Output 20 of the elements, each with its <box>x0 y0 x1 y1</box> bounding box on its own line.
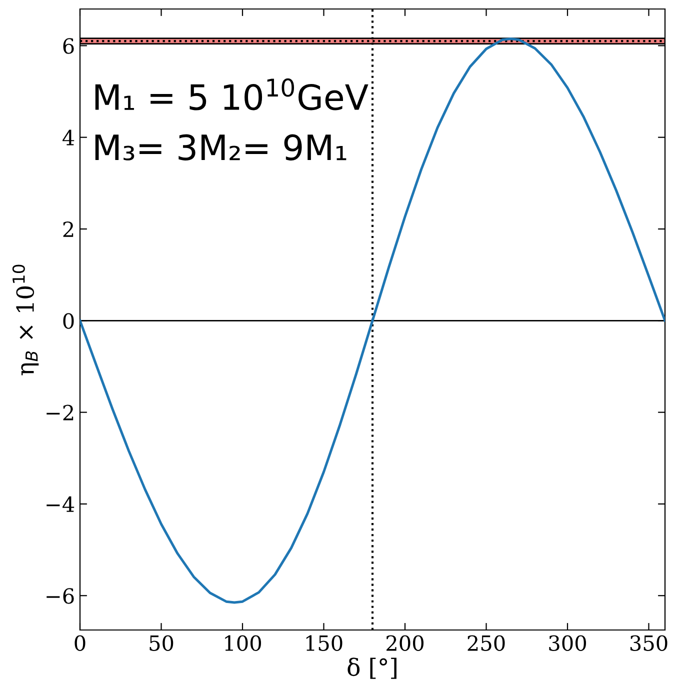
y-tick-label: 0 <box>63 313 74 329</box>
y-tick-label: 4 <box>62 130 74 146</box>
x-tick-label: 200 <box>386 635 424 651</box>
x-axis-title: δ [°] <box>348 658 396 679</box>
x-tick-label: 0 <box>74 635 86 651</box>
line-series <box>80 38 665 604</box>
x-tick-label: 250 <box>468 635 505 651</box>
x-tick-label: 150 <box>306 635 342 651</box>
y-tick-label: −2 <box>46 404 74 420</box>
y-tick-label: 2 <box>63 221 74 237</box>
x-tick-label: 300 <box>549 635 586 651</box>
y-tick-label: −6 <box>46 588 74 604</box>
x-tick-label: 100 <box>225 635 261 651</box>
y-tick-label: −4 <box>46 496 74 512</box>
y-axis-title: η$_{B}$ × 10$^{10}$ <box>12 264 39 376</box>
annotation: M₃= 3M₂= 9M₁ <box>95 134 346 160</box>
annotation: M₁ = 5 10$^{10}$GeV <box>95 78 368 110</box>
x-tick-label: 350 <box>630 635 668 651</box>
x-tick-label: 50 <box>150 635 174 651</box>
y-tick-label: 6 <box>63 38 74 54</box>
